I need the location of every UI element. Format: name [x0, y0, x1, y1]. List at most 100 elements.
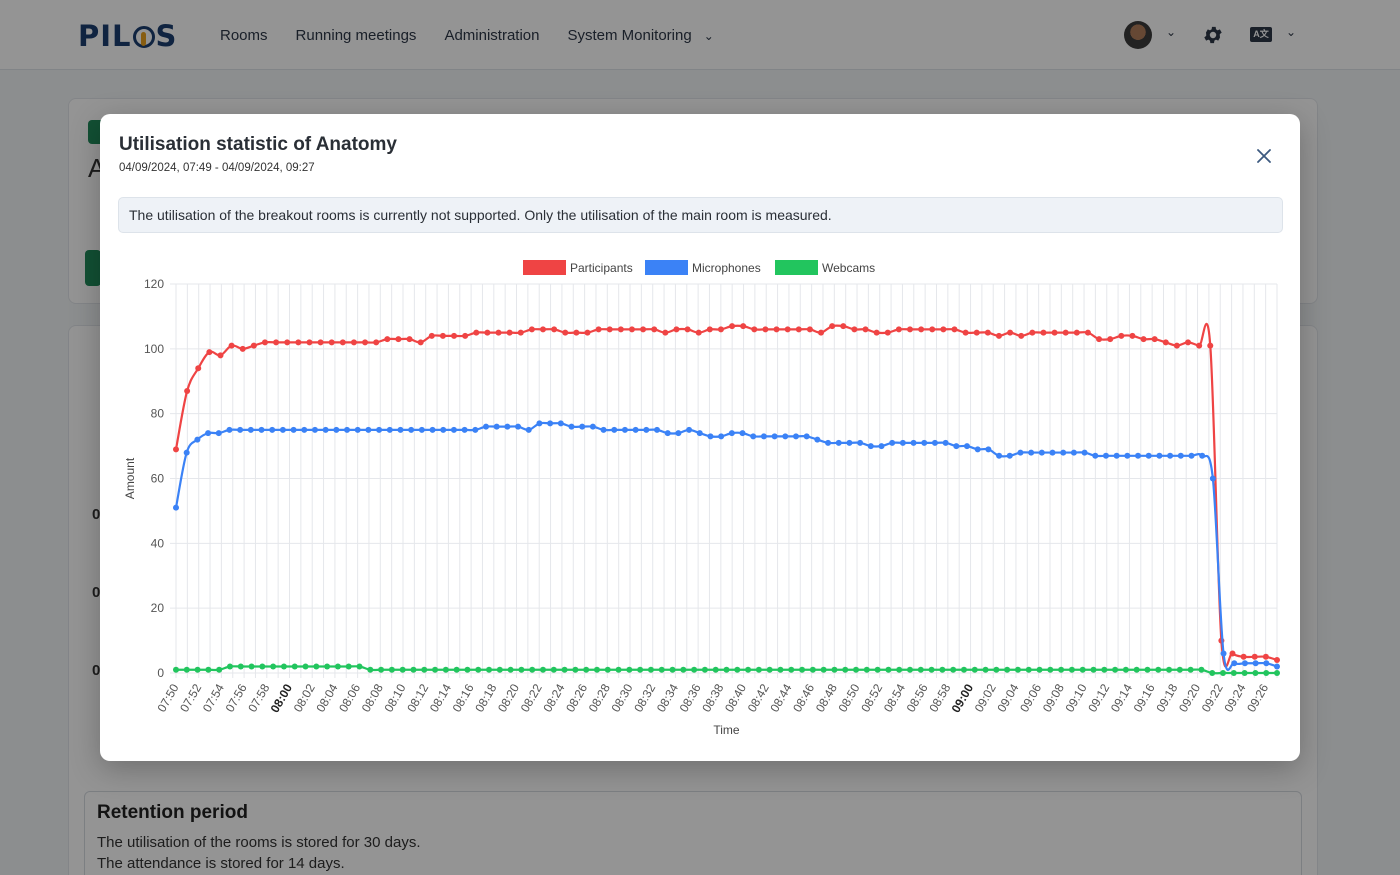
data-point-participants	[495, 329, 502, 336]
data-point-webcams	[464, 666, 471, 673]
data-point-microphones	[921, 439, 928, 446]
data-point-microphones	[889, 439, 896, 446]
data-point-microphones	[301, 426, 308, 433]
gear-icon[interactable]	[1202, 24, 1224, 46]
data-point-microphones	[878, 443, 885, 450]
data-point-webcams	[615, 666, 622, 673]
data-point-webcams	[313, 663, 320, 670]
data-point-webcams	[302, 663, 309, 670]
data-point-microphones	[386, 426, 393, 433]
data-point-participants	[995, 332, 1002, 339]
x-tick-label: 09:26	[1244, 681, 1271, 714]
data-point-participants	[651, 326, 658, 333]
data-point-webcams	[960, 666, 967, 673]
x-tick-label: 08:00	[268, 681, 296, 715]
x-tick-label: 08:42	[745, 681, 772, 714]
data-point-participants	[339, 339, 346, 346]
data-point-webcams	[928, 666, 935, 673]
data-point-participants	[1196, 342, 1203, 349]
data-point-webcams	[334, 663, 341, 670]
close-icon[interactable]	[1254, 146, 1274, 166]
x-tick-label: 08:06	[336, 681, 363, 714]
data-point-webcams	[1101, 666, 1108, 673]
x-tick-label: 09:20	[1176, 681, 1203, 714]
data-point-webcams	[971, 666, 978, 673]
data-point-microphones	[664, 430, 671, 437]
data-point-microphones	[173, 504, 179, 511]
data-point-webcams	[486, 666, 493, 673]
x-tick-label: 09:04	[994, 681, 1021, 714]
x-tick-label: 08:02	[291, 681, 318, 714]
x-tick-label: 08:30	[608, 681, 635, 714]
data-point-webcams	[637, 666, 644, 673]
join-button-fragment[interactable]	[85, 250, 101, 286]
nav-rooms[interactable]: Rooms	[220, 27, 268, 44]
data-point-participants	[428, 332, 435, 339]
data-point-microphones	[194, 436, 201, 443]
x-tick-label: 08:14	[427, 681, 454, 714]
nav-administration[interactable]: Administration	[444, 27, 540, 44]
language-icon[interactable]: A文	[1250, 27, 1272, 42]
data-point-participants	[829, 323, 836, 330]
data-point-microphones	[1263, 660, 1270, 667]
user-avatar[interactable]	[1124, 21, 1152, 49]
data-point-participants	[317, 339, 324, 346]
x-tick-label: 08:40	[722, 681, 749, 714]
legend-label-microphones: Microphones	[692, 261, 761, 275]
data-point-webcams	[820, 666, 827, 673]
x-tick-label: 09:10	[1062, 681, 1089, 714]
x-tick-label: 08:24	[540, 681, 567, 714]
legend-label-webcams: Webcams	[822, 261, 875, 275]
data-point-participants	[717, 326, 724, 333]
data-point-microphones	[1081, 449, 1088, 456]
data-point-webcams	[1025, 666, 1032, 673]
x-tick-label: 08:46	[790, 681, 817, 714]
data-point-webcams	[874, 666, 881, 673]
data-point-participants	[350, 339, 357, 346]
x-tick-label: 09:22	[1199, 681, 1226, 714]
data-point-participants	[895, 326, 902, 333]
data-point-microphones	[344, 426, 351, 433]
data-point-participants	[1240, 653, 1247, 660]
data-point-participants	[695, 329, 702, 336]
legend-swatch-webcams	[775, 260, 818, 275]
data-point-participants	[261, 339, 268, 346]
data-point-participants	[473, 329, 480, 336]
x-tick-label: 08:48	[813, 681, 840, 714]
x-tick-label: 08:34	[654, 681, 681, 714]
data-point-webcams	[442, 666, 449, 673]
data-point-participants	[462, 332, 469, 339]
data-point-microphones	[1145, 452, 1152, 459]
data-point-microphones	[707, 433, 714, 440]
data-point-microphones	[718, 433, 725, 440]
pilos-logo[interactable]: PIL S	[78, 19, 178, 53]
data-point-participants	[1007, 329, 1014, 336]
data-point-participants	[373, 339, 380, 346]
data-point-participants	[951, 326, 958, 333]
chevron-down-icon[interactable]: ⌄	[1166, 25, 1177, 39]
nav-running-meetings[interactable]: Running meetings	[295, 27, 417, 44]
data-point-webcams	[226, 663, 233, 670]
data-point-webcams	[766, 666, 773, 673]
data-point-webcams	[1220, 670, 1227, 676]
x-tick-label: 09:16	[1131, 681, 1158, 714]
data-point-microphones	[525, 426, 532, 433]
data-point-webcams	[701, 666, 708, 673]
data-point-participants	[1185, 339, 1192, 346]
nav-system-monitoring[interactable]: System Monitoring ⌄	[567, 27, 713, 44]
data-point-webcams	[1274, 670, 1280, 676]
history-row-fragment: 0	[92, 662, 101, 679]
x-tick-label: 08:54	[881, 681, 908, 714]
x-tick-label: 07:56	[223, 681, 250, 714]
data-point-microphones	[611, 426, 618, 433]
data-point-participants	[1151, 336, 1158, 343]
data-point-microphones	[215, 430, 222, 437]
data-point-webcams	[1058, 666, 1065, 673]
data-point-microphones	[493, 423, 500, 430]
data-point-microphones	[696, 430, 703, 437]
chevron-down-icon[interactable]: ⌄	[1286, 25, 1297, 39]
data-point-webcams	[410, 666, 417, 673]
data-point-webcams	[853, 666, 860, 673]
x-tick-label: 08:16	[450, 681, 477, 714]
data-point-webcams	[507, 666, 514, 673]
